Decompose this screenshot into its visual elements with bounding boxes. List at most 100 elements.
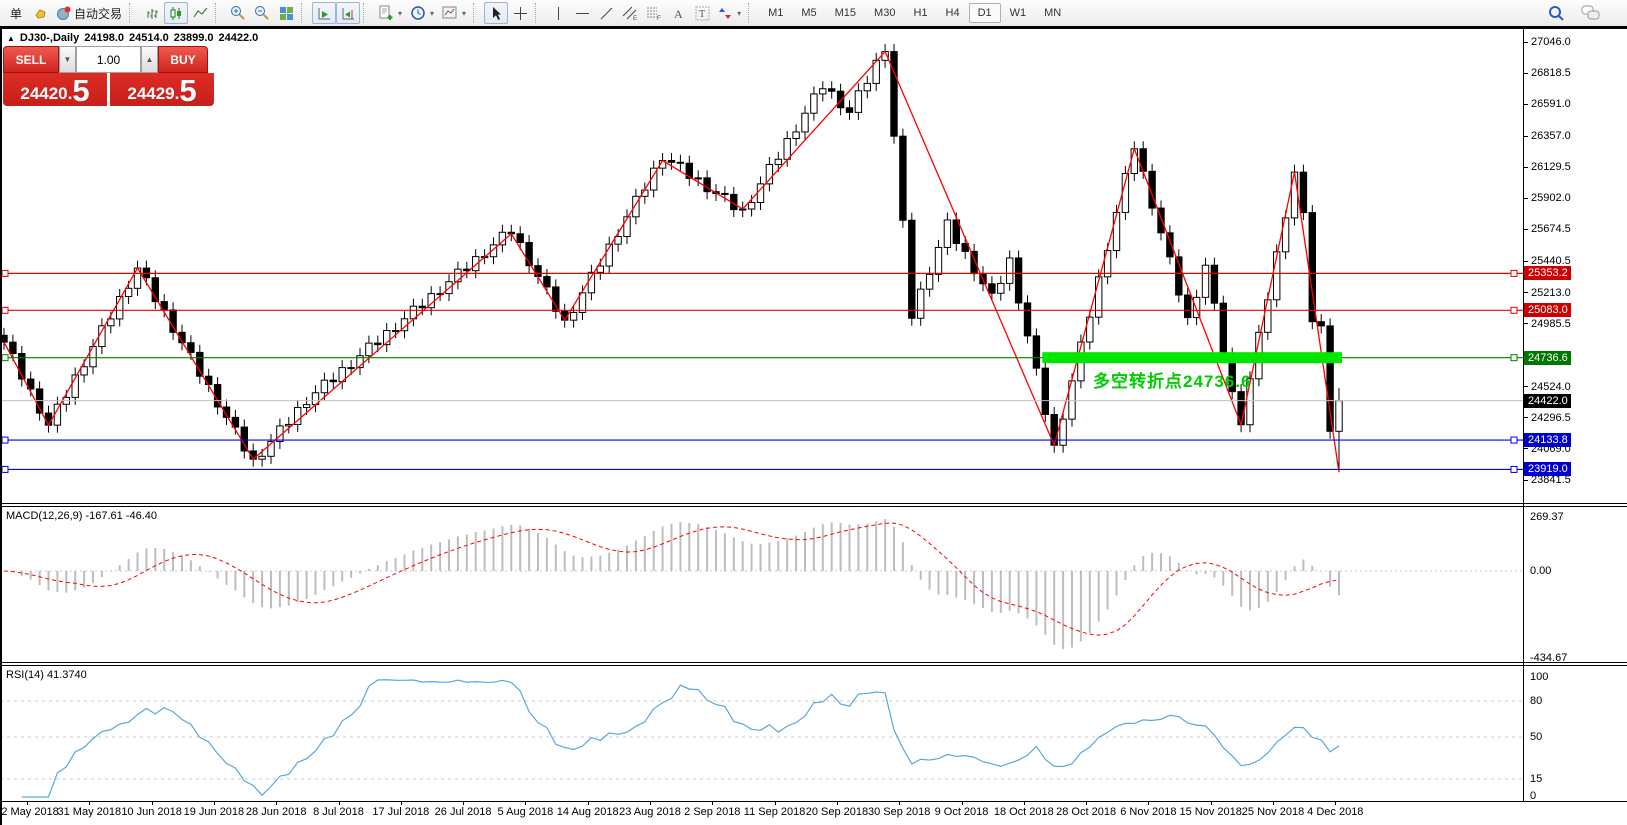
zigzag-line[interactable] (3, 50, 1340, 473)
macd-pane[interactable] (0, 519, 1523, 650)
trendline-button[interactable] (594, 2, 618, 24)
timeframe-button-MN[interactable]: MN (1035, 3, 1070, 23)
vertical-line-button[interactable] (546, 2, 570, 24)
line-handle[interactable] (1, 269, 9, 277)
horizontal-line-icon (575, 6, 590, 21)
chart-window-border (0, 29, 2, 825)
zoom-in-button[interactable] (226, 2, 250, 24)
timeframe-button-M5[interactable]: M5 (792, 3, 825, 23)
price-badge-24133.8: 24133.8 (1524, 433, 1571, 448)
rsi-pane[interactable] (0, 679, 1523, 798)
pane-splitter[interactable] (0, 503, 1627, 504)
buy-button[interactable]: BUY (158, 46, 208, 73)
line-handle[interactable] (1510, 269, 1518, 277)
arrows-button[interactable]: ▾ (714, 2, 745, 24)
price-tick-label: 26357.0 (1531, 130, 1571, 143)
ohlc-close: 24422.0 (218, 32, 259, 44)
tile-windows-button[interactable] (274, 2, 298, 24)
sell-price[interactable]: 24420. 5 (3, 73, 107, 106)
timeframe-button-D1[interactable]: D1 (968, 3, 1001, 23)
text-icon: A (671, 6, 686, 21)
volume-increase-button[interactable]: ▲ (141, 46, 158, 73)
timeframe-button-H1[interactable]: H1 (904, 3, 936, 23)
channel-button[interactable]: E (618, 2, 642, 24)
indicator-axis-label: 0.00 (1530, 565, 1552, 577)
indicators-button[interactable]: ▾ (374, 2, 406, 24)
templates-button[interactable]: ▾ (438, 2, 470, 24)
auto-scroll-button[interactable] (312, 2, 337, 24)
horizontal-line-button[interactable] (570, 2, 594, 24)
line-handle[interactable] (1510, 465, 1518, 473)
chart-objects[interactable] (0, 50, 1523, 473)
text-button[interactable]: A (666, 2, 690, 24)
timeframe-button-W1[interactable]: W1 (1001, 3, 1036, 23)
line-handle[interactable] (1, 354, 9, 362)
crosshair-icon (513, 6, 528, 21)
macd-label: MACD(12,26,9) (6, 510, 83, 522)
price-tick-label: 25674.5 (1531, 223, 1571, 236)
line-handle[interactable] (1510, 306, 1518, 314)
svg-text:A: A (674, 7, 683, 21)
auto-trading-button[interactable]: 自动交易 (52, 2, 126, 24)
new-order-label: 单 (9, 6, 22, 21)
text-label-button[interactable]: T (690, 2, 714, 24)
chat-icon[interactable] (1581, 5, 1601, 21)
pane-splitter[interactable] (0, 665, 1627, 666)
timeframe-button-M1[interactable]: M1 (759, 3, 792, 23)
line-handle[interactable] (1, 465, 9, 473)
pivot-highlight-bar[interactable] (1042, 352, 1342, 364)
toolbar: 单 自动交易 (0, 0, 1627, 26)
gold-button[interactable] (28, 2, 52, 24)
price-axis-border (1523, 29, 1524, 801)
price-tick (1523, 228, 1528, 230)
line-handle[interactable] (1510, 354, 1518, 362)
date-tick (1335, 801, 1337, 805)
chart-shift-button[interactable] (336, 2, 361, 24)
timeframe-button-M15[interactable]: M15 (826, 3, 865, 23)
date-label: 11 Sep 2018 (743, 806, 806, 818)
fibonacci-button[interactable]: F (642, 2, 666, 24)
line-chart-button[interactable] (188, 2, 212, 24)
line-handle[interactable] (1, 436, 9, 444)
dropdown-caret-icon: ▾ (462, 8, 467, 18)
ohlc-high: 24514.0 (129, 32, 169, 44)
timeframe-button-M30[interactable]: M30 (865, 3, 904, 23)
tile-windows-icon (279, 6, 294, 21)
line-handle[interactable] (1510, 436, 1518, 444)
crosshair-button[interactable] (508, 2, 532, 24)
cursor-icon (489, 6, 504, 21)
ohlc-open: 24198.0 (84, 32, 124, 44)
template-icon (442, 5, 458, 21)
pivot-annotation-text[interactable]: 多空转折点24736.6 (1093, 372, 1252, 391)
date-tick (961, 801, 963, 805)
search-icon[interactable] (1547, 4, 1565, 22)
date-tick (338, 801, 340, 805)
price-badge-24736.6: 24736.6 (1524, 350, 1571, 365)
line-handle[interactable] (1, 306, 9, 314)
volume-decrease-button[interactable]: ▼ (59, 46, 76, 73)
collapse-icon[interactable]: ▲ (7, 33, 15, 43)
sell-button[interactable]: SELL (3, 46, 59, 73)
pane-splitter[interactable] (0, 506, 1627, 507)
date-tick (836, 801, 838, 805)
cursor-button[interactable] (484, 2, 509, 24)
candles[interactable] (0, 44, 1343, 473)
indicator-axis-label: 80 (1530, 695, 1543, 707)
price-tick (1523, 479, 1528, 481)
ohlc-low: 23899.0 (173, 32, 214, 44)
candlestick-chart-button[interactable] (164, 2, 189, 24)
buy-price[interactable]: 24429. 5 (110, 73, 214, 106)
zoom-out-button[interactable] (250, 2, 274, 24)
text-label-icon: T (695, 6, 710, 21)
timeframe-button-H4[interactable]: H4 (937, 3, 969, 23)
new-order-button[interactable]: 单 (4, 2, 28, 24)
volume-input[interactable] (76, 46, 141, 73)
caret-up-icon: ▲ (145, 55, 154, 64)
periods-button[interactable]: ▾ (406, 2, 438, 24)
pane-splitter[interactable] (0, 662, 1627, 663)
date-tick (1148, 801, 1150, 805)
price-badge-25083.0: 25083.0 (1524, 303, 1571, 318)
chart-title: ▲ DJ30-,Daily 24198.0 24514.0 23899.0 24… (7, 32, 258, 44)
bar-chart-button[interactable] (140, 2, 164, 24)
